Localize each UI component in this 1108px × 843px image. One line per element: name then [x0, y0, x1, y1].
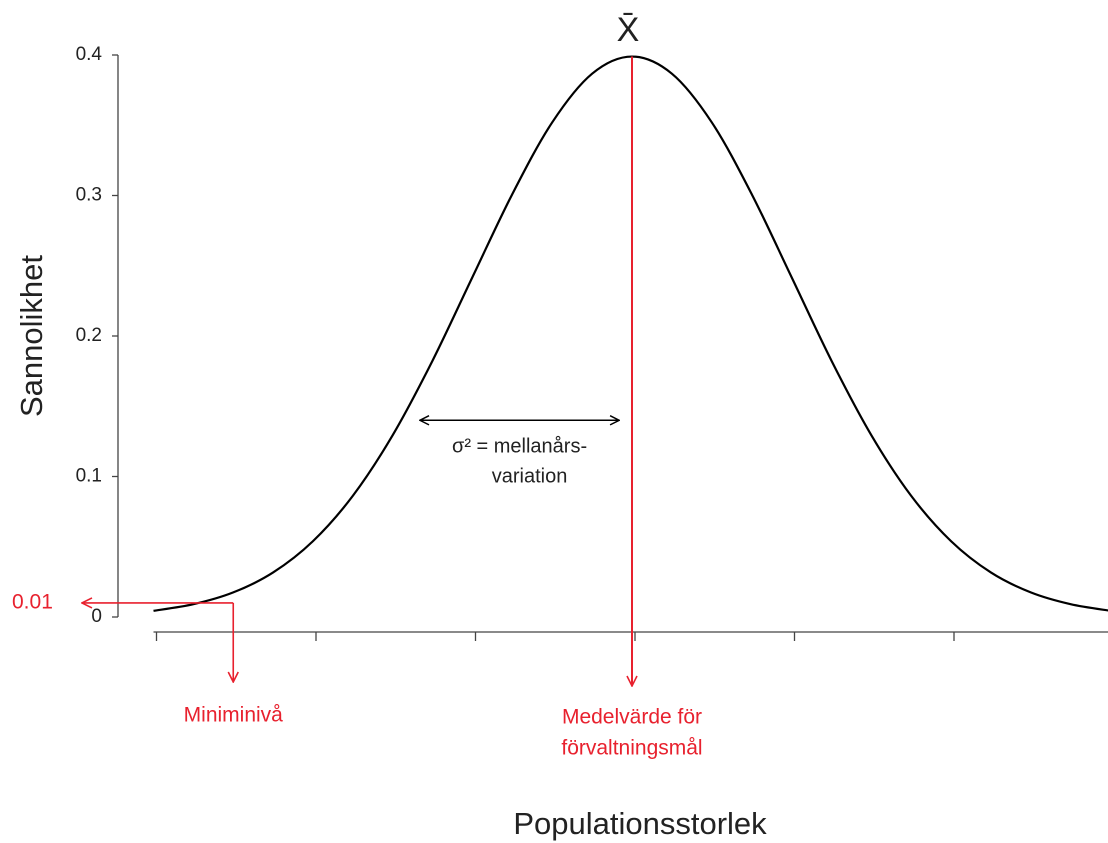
- mean-label: förvaltningsmål: [561, 737, 702, 760]
- y-tick-label: 0: [91, 606, 102, 627]
- y-tick-label: 0.4: [76, 44, 103, 65]
- variance-label: variation: [492, 466, 568, 488]
- minimum-label: Miniminivå: [184, 704, 284, 727]
- y-tick-label: 0.1: [76, 466, 102, 487]
- y-axis-title: Sannolikhet: [14, 255, 49, 417]
- x-axis-title: Populationsstorlek: [513, 806, 767, 841]
- mean-symbol: X̄: [617, 11, 640, 49]
- variance-label: σ² = mellanårs-: [452, 436, 587, 458]
- y-tick-label: 0.2: [76, 325, 102, 346]
- minimum-value-label: 0.01: [12, 590, 53, 613]
- curve: [153, 55, 1108, 612]
- y-tick-label: 0.3: [76, 185, 102, 206]
- mean-label: Medelvärde för: [562, 706, 702, 729]
